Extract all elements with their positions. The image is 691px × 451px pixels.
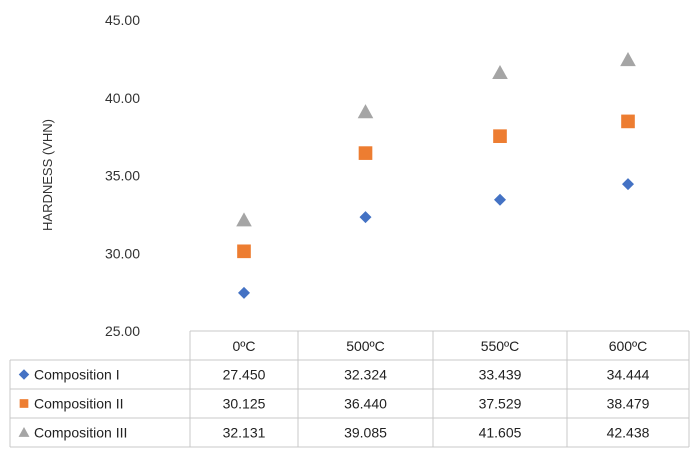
data-point <box>620 52 636 67</box>
legend-series-name: Composition II <box>34 396 123 412</box>
legend-key-marker <box>18 369 30 380</box>
data-value-cell: 34.444 <box>607 367 650 383</box>
data-table: 0ºC 500ºC 550ºC 600ºC Composition I 27.450 32.… <box>9 330 690 448</box>
legend-series-name: Composition III <box>34 425 127 441</box>
data-point <box>493 129 507 143</box>
y-tick-label: 35.00 <box>105 168 140 184</box>
data-point <box>492 64 508 80</box>
data-point <box>494 193 506 206</box>
data-value-cell: 27.450 <box>223 367 266 383</box>
legend-key-marker <box>19 399 29 408</box>
y-tick-label: 45.00 <box>105 12 140 28</box>
y-axis-ticks: 45.00 40.00 35.00 30.00 25.00 <box>105 12 140 339</box>
y-tick-label: 30.00 <box>105 245 140 261</box>
plot-markers <box>236 52 636 299</box>
y-axis-title: HARDNESS (VHN) <box>40 119 55 231</box>
data-point <box>358 146 373 160</box>
data-value-cell: 38.479 <box>607 396 650 412</box>
data-value-cell: 32.324 <box>344 367 387 383</box>
data-value-cell: 33.439 <box>479 367 522 383</box>
data-point <box>237 244 251 259</box>
x-category-label: 550ºC <box>481 338 520 354</box>
y-tick-label: 25.00 <box>105 323 140 339</box>
data-point <box>359 211 372 224</box>
x-category-label: 0ºC <box>232 338 255 354</box>
data-point <box>236 212 252 227</box>
legend-series-name: Composition I <box>34 367 120 383</box>
data-point <box>621 114 635 129</box>
x-category-label: 600ºC <box>609 338 648 354</box>
data-value-cell: 32.131 <box>223 425 266 441</box>
data-value-cell: 42.438 <box>607 425 650 441</box>
y-tick-label: 40.00 <box>105 90 140 106</box>
data-point <box>357 104 374 119</box>
data-value-cell: 36.440 <box>344 396 387 412</box>
data-point <box>622 178 634 191</box>
data-point <box>238 286 250 299</box>
data-value-cell: 39.085 <box>344 425 387 441</box>
data-value-cell: 41.605 <box>479 425 522 441</box>
data-value-cell: 30.125 <box>223 396 266 412</box>
x-category-label: 500ºC <box>346 338 385 354</box>
data-value-cell: 37.529 <box>479 396 522 412</box>
legend-key-marker <box>18 427 30 437</box>
